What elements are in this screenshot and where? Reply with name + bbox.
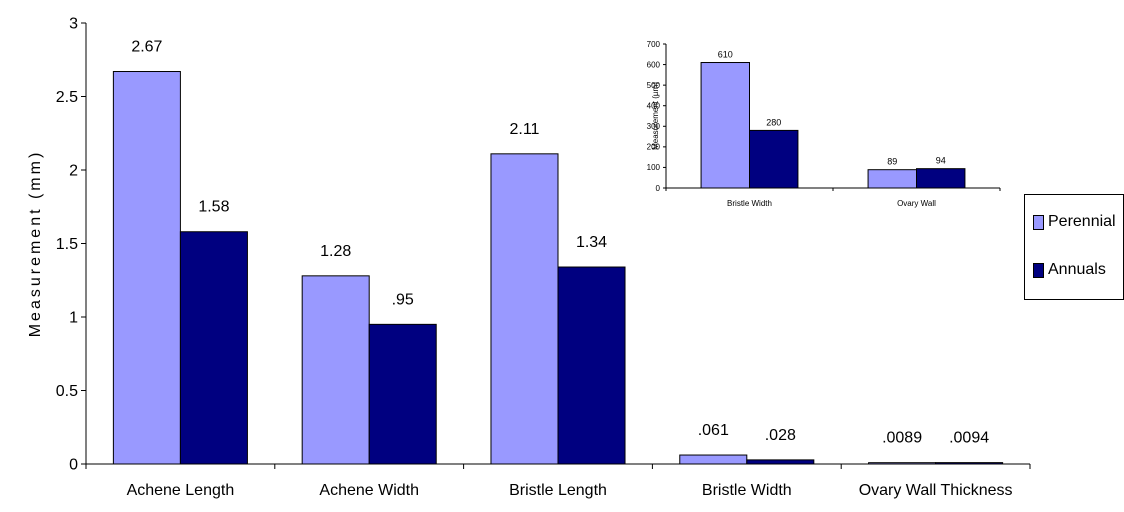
main-category-label: Ovary Wall Thickness — [859, 482, 1013, 499]
inset-y-tick-label: 500 — [647, 81, 661, 90]
inset-bar — [867, 169, 918, 189]
inset-y-tick-label: 100 — [647, 163, 661, 172]
main-bar — [935, 462, 1004, 465]
main-data-label: 1.58 — [198, 199, 229, 216]
inset-y-axis-label: Measurement (µm) — [651, 82, 660, 150]
main-data-label: .95 — [392, 291, 414, 308]
main-y-tick-label: 0.5 — [56, 383, 78, 400]
inset-y-tick-label: 300 — [647, 122, 661, 131]
main-bar — [868, 462, 937, 465]
main-data-label: .028 — [765, 427, 796, 444]
main-bar — [746, 459, 815, 465]
main-data-label: 1.28 — [320, 243, 351, 260]
main-data-label: .0089 — [882, 430, 922, 447]
main-bar — [557, 266, 626, 465]
main-bar — [490, 153, 559, 465]
inset-y-tick-label: 0 — [656, 184, 661, 193]
main-data-label: .0094 — [949, 430, 989, 447]
inset-y-tick-label: 700 — [647, 40, 661, 49]
main-category-label: Bristle Width — [702, 482, 792, 499]
main-data-label: 2.67 — [131, 39, 162, 56]
inset-bar — [916, 168, 966, 189]
main-data-label: 1.34 — [576, 234, 607, 251]
main-data-label: 2.11 — [510, 121, 540, 138]
legend-swatch-annuals — [1033, 262, 1044, 278]
inset-y-tick-label: 200 — [647, 143, 661, 152]
main-bar — [301, 275, 370, 465]
main-category-label: Bristle Length — [509, 482, 607, 499]
inset-category-label: Bristle Width — [727, 199, 772, 208]
main-y-tick-label: 2.5 — [56, 89, 78, 106]
main-data-label: .061 — [698, 422, 729, 439]
main-y-tick-label: 1.5 — [56, 236, 78, 253]
main-y-axis-label: Measurement (mm) — [27, 150, 44, 338]
inset-y-tick-label: 600 — [647, 60, 661, 69]
legend-item-annuals: Annuals — [1033, 261, 1106, 279]
inset-bar — [749, 129, 799, 189]
main-bar — [179, 231, 248, 465]
main-category-label: Achene Width — [319, 482, 419, 499]
inset-data-label: 610 — [718, 50, 733, 60]
legend: Perennial Annuals — [1024, 194, 1124, 300]
main-bar — [112, 71, 181, 465]
inset-data-label: 89 — [887, 157, 897, 167]
inset-data-label: 280 — [766, 117, 781, 127]
inset-bar — [700, 62, 751, 189]
legend-label-annuals: Annuals — [1048, 261, 1106, 278]
main-y-tick-label: 1 — [69, 310, 78, 327]
main-y-tick-label: 3 — [69, 16, 78, 33]
main-y-tick-label: 2 — [69, 163, 78, 180]
inset-category-label: Ovary Wall — [897, 199, 936, 208]
main-bar — [679, 454, 748, 465]
main-category-label: Achene Length — [127, 482, 235, 499]
main-bar — [368, 323, 437, 465]
legend-swatch-perennial — [1033, 214, 1044, 230]
legend-item-perennial: Perennial — [1033, 213, 1116, 231]
legend-label-perennial: Perennial — [1048, 213, 1116, 230]
inset-y-tick-label: 400 — [647, 102, 661, 111]
main-y-tick-label: 0 — [69, 457, 78, 474]
inset-data-label: 94 — [936, 156, 946, 166]
